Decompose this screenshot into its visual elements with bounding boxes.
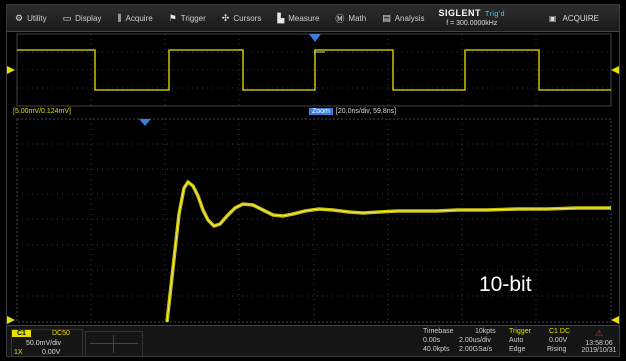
add-channel-placeholder[interactable] bbox=[85, 331, 143, 356]
utility-icon: ⚙ bbox=[15, 12, 24, 23]
save-icon: ▣ bbox=[548, 13, 557, 23]
channel1-coupling: DC50 bbox=[52, 330, 70, 337]
zoom-status-line: [5.00mV/0.124mV] Zoom [20.0ns/div, 59.8n… bbox=[7, 108, 619, 118]
channel1-offset-marker bbox=[7, 66, 15, 74]
menu-utility-label: Utility bbox=[27, 13, 47, 23]
trigger-source: C1 DC bbox=[549, 328, 571, 335]
clock-date: 2019/10/31 bbox=[581, 347, 617, 354]
trigger-state: Trig'd bbox=[485, 10, 506, 18]
zoom-info: Zoom [20.0ns/div, 59.8ns] bbox=[309, 108, 396, 115]
menu-cursors[interactable]: ✣ Cursors bbox=[214, 5, 270, 31]
zoom-waveform-pane[interactable]: [5.00mV/0.124mV] Zoom [20.0ns/div, 59.8n… bbox=[7, 108, 619, 325]
brand-logo: SIGLENT bbox=[438, 7, 482, 18]
frequency-readout: f = 300.0000kHz bbox=[446, 19, 498, 27]
plus-icon-h bbox=[90, 343, 138, 344]
trigger-title: Trigger bbox=[509, 328, 531, 335]
menu-display[interactable]: ▭ Display bbox=[55, 5, 110, 31]
menu-analysis-label: Analysis bbox=[394, 13, 425, 23]
menu-trigger[interactable]: ⚑ Trigger bbox=[161, 5, 214, 31]
zoom-trigger-level-marker bbox=[611, 316, 619, 324]
bit-depth-label: 10-bit bbox=[479, 273, 532, 296]
menu-utility[interactable]: ⚙ Utility bbox=[7, 5, 55, 31]
plus-icon-v bbox=[113, 335, 114, 353]
acquire-status-label: ACQUIRE bbox=[562, 13, 599, 23]
trigger-level-marker bbox=[611, 66, 619, 74]
acquire-status[interactable]: ▣ ACQUIRE bbox=[539, 14, 619, 23]
bottom-status-bar: C1 DC50 50.0mV/div 1X 0.00V Timebase 10k… bbox=[7, 325, 619, 356]
oscilloscope-screen: ⚙ Utility ▭ Display ⫼ Acquire ⚑ Trigger … bbox=[6, 4, 620, 357]
channel1-offset: 0.00V bbox=[42, 349, 61, 356]
step-response-waveform bbox=[165, 179, 611, 323]
acquire-icon: ⫼ bbox=[117, 12, 122, 23]
menu-acquire-label: Acquire bbox=[125, 13, 153, 23]
channel1-vdiv: 50.0mV/div bbox=[26, 340, 62, 347]
cursors-icon: ✣ bbox=[221, 12, 230, 23]
trigger-level: 0.00V bbox=[549, 337, 568, 344]
math-icon: Ⓜ bbox=[335, 13, 345, 24]
cursor-readout: [5.00mV/0.124mV] bbox=[13, 108, 71, 115]
analysis-icon: ▤ bbox=[382, 12, 391, 23]
menu-math-label: Math bbox=[348, 13, 367, 23]
zoom-tag: Zoom bbox=[309, 108, 333, 115]
trigger-type: Edge bbox=[509, 346, 526, 353]
menu-measure-label: Measure bbox=[288, 13, 320, 23]
trigger-position-marker bbox=[309, 34, 321, 42]
menu-cursors-label: Cursors bbox=[233, 13, 262, 23]
zoom-channel1-marker bbox=[7, 316, 15, 324]
measure-icon: ▙ bbox=[277, 12, 285, 23]
menu-trigger-label: Trigger bbox=[180, 13, 206, 23]
menu-math[interactable]: Ⓜ Math bbox=[327, 5, 374, 31]
timebase-span: 40.0kpts bbox=[423, 346, 450, 353]
clock-time: 13:58:06 bbox=[585, 340, 613, 347]
menu-display-label: Display bbox=[75, 13, 102, 23]
overview-waveform-pane[interactable] bbox=[7, 32, 619, 108]
display-icon: ▭ bbox=[62, 12, 72, 23]
overview-grid bbox=[7, 33, 619, 107]
step-response-highlight bbox=[166, 181, 611, 323]
menu-measure[interactable]: ▙ Measure bbox=[269, 5, 327, 31]
timebase-div: 2.00us/div bbox=[459, 337, 491, 344]
timebase-rate: 2.00GSa/s bbox=[459, 346, 493, 353]
timebase-title: Timebase bbox=[423, 328, 454, 335]
menu-analysis[interactable]: ▤ Analysis bbox=[374, 5, 432, 31]
channel1-probe: 1X bbox=[14, 349, 23, 356]
timebase-points: 10kpts bbox=[475, 328, 496, 335]
trigger-icon: ⚑ bbox=[168, 12, 177, 23]
menu-acquire[interactable]: ⫼ Acquire bbox=[109, 5, 160, 31]
channel1-badge: C1 bbox=[12, 330, 31, 337]
trigger-mode: Auto bbox=[509, 337, 524, 344]
zoom-setting: [20.0ns/div, 59.8ns] bbox=[335, 108, 397, 115]
clock: ⚠ 13:58:06 2019/10/31 bbox=[579, 328, 619, 354]
trigger-slope: Rising bbox=[547, 346, 567, 353]
zoom-trigger-marker bbox=[139, 119, 151, 126]
zoom-grid bbox=[7, 118, 619, 324]
brand-status: SIGLENT Trig'd f = 300.0000kHz bbox=[438, 7, 506, 28]
timebase-delay: 0.00s bbox=[423, 337, 441, 344]
menu-bar: ⚙ Utility ▭ Display ⫼ Acquire ⚑ Trigger … bbox=[7, 5, 619, 32]
network-icon: ⚠ bbox=[594, 328, 604, 338]
channel1-settings[interactable]: C1 DC50 50.0mV/div 1X 0.00V bbox=[11, 329, 83, 356]
overview-square-wave bbox=[17, 49, 611, 91]
